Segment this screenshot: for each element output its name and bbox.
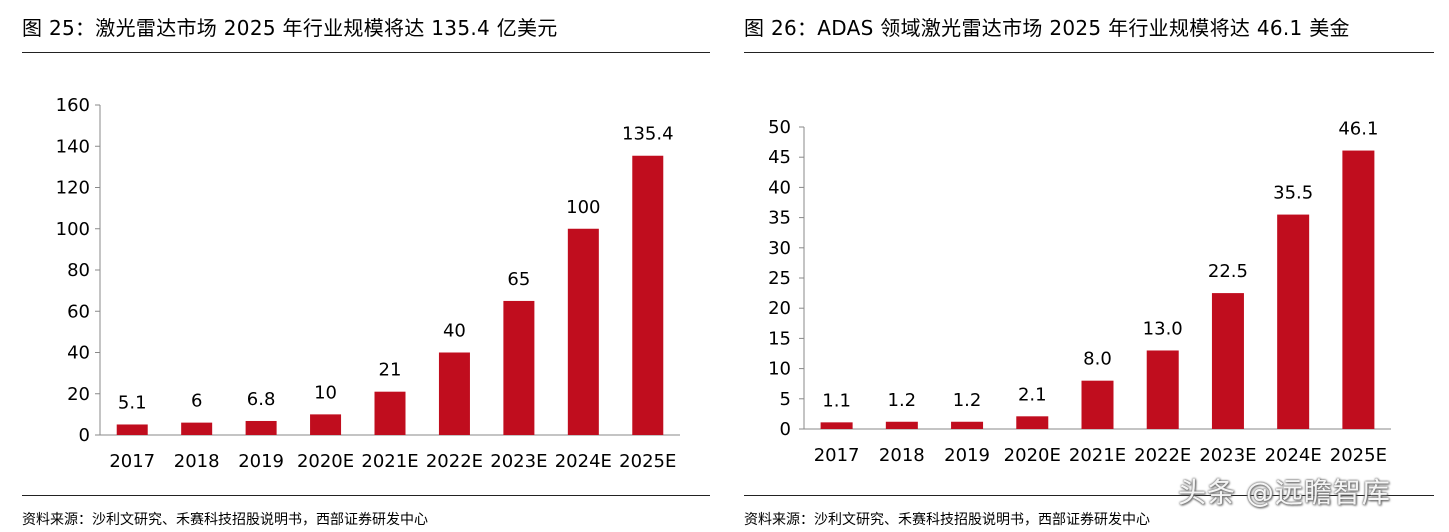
x-tick-label: 2020E (1004, 445, 1061, 466)
x-tick-label: 2025E (619, 451, 676, 472)
x-tick-label: 2018 (174, 451, 220, 472)
y-tick-label: 40 (67, 343, 90, 364)
y-tick-label: 120 (56, 178, 90, 199)
figure-26-title: 图 26：ADAS 领域激光雷达市场 2025 年行业规模将达 46.1 美金 (744, 16, 1350, 40)
bar-2021E (374, 391, 406, 435)
bar-2017 (820, 422, 853, 429)
y-tick-label: 160 (56, 95, 90, 116)
y-tick-label: 30 (768, 238, 791, 259)
y-tick-label: 35 (768, 208, 791, 229)
y-tick-label: 100 (56, 219, 90, 240)
y-tick-label: 0 (780, 419, 791, 440)
x-tick-label: 2022E (1134, 445, 1191, 466)
x-tick-label: 2023E (1199, 445, 1256, 466)
x-tick-label: 2019 (238, 451, 284, 472)
bar-2022E (438, 352, 470, 435)
x-tick-label: 2024E (1265, 445, 1322, 466)
right-figure-panel: 图 26：ADAS 领域激光雷达市场 2025 年行业规模将达 46.1 美金 … (740, 0, 1449, 532)
bar-2018 (181, 422, 213, 435)
y-tick-label: 25 (768, 268, 791, 289)
x-tick-label: 2023E (490, 451, 547, 472)
y-tick-label: 15 (768, 328, 791, 349)
y-tick-label: 45 (768, 147, 791, 168)
title-rule (22, 52, 710, 53)
x-tick-label: 2025E (1330, 445, 1387, 466)
bar-2017 (116, 424, 148, 435)
bar-2019 (951, 421, 984, 429)
y-tick-label: 5 (780, 389, 791, 410)
x-tick-label: 2021E (1069, 445, 1126, 466)
source-rule (22, 495, 710, 496)
bar-value-label: 40 (443, 321, 466, 342)
bar-2018 (885, 421, 918, 429)
x-tick-label: 2020E (297, 451, 354, 472)
y-tick-label: 140 (56, 136, 90, 157)
bar-value-label: 5.1 (118, 392, 147, 413)
bar-value-label: 6.8 (247, 389, 276, 410)
figure-25-title: 图 25：激光雷达市场 2025 年行业规模将达 135.4 亿美元 (22, 16, 558, 40)
bar-value-label: 8.0 (1083, 349, 1112, 370)
title-rule (744, 52, 1434, 53)
bar-2025E (632, 155, 664, 436)
y-tick-label: 0 (79, 425, 90, 446)
bar-2024E (567, 228, 599, 435)
bar-2019 (245, 420, 277, 435)
bar-2023E (1211, 293, 1244, 429)
bar-2021E (1081, 380, 1114, 429)
figure-25-source: 资料来源：沙利文研究、禾赛科技招股说明书，西部证券研发中心 (22, 512, 428, 528)
y-tick-label: 10 (768, 359, 791, 380)
bar-value-label: 1.2 (888, 390, 917, 411)
bar-value-label: 22.5 (1208, 261, 1248, 282)
bar-2022E (1146, 350, 1179, 429)
bar-value-label: 2.1 (1018, 384, 1047, 405)
x-tick-label: 2024E (555, 451, 612, 472)
y-tick-label: 20 (67, 384, 90, 405)
bar-2024E (1277, 214, 1310, 429)
y-tick-label: 20 (768, 298, 791, 319)
bar-2025E (1342, 150, 1375, 429)
x-tick-label: 2017 (109, 451, 155, 472)
source-rule (744, 495, 1434, 496)
watermark: 头条 @远瞻智库 (1178, 476, 1391, 509)
bar-value-label: 100 (566, 197, 600, 218)
bar-value-label: 6 (191, 391, 202, 412)
y-tick-label: 40 (768, 177, 791, 198)
y-tick-label: 50 (768, 117, 791, 138)
y-tick-label: 80 (67, 260, 90, 281)
x-tick-label: 2021E (361, 451, 418, 472)
x-tick-label: 2019 (944, 445, 990, 466)
bar-value-label: 10 (314, 382, 337, 403)
left-figure-panel: 图 25：激光雷达市场 2025 年行业规模将达 135.4 亿美元 0 20 40… (0, 0, 712, 532)
adas-lidar-market-bar-chart: 0 5 10 15 20 25 30 35 40 45 50 1.1 2017 1.2 2018 1.2 201… (768, 117, 1391, 466)
bar-2023E (503, 300, 535, 435)
figure-26-source: 资料来源：沙利文研究、禾赛科技招股说明书，西部证券研发中心 (744, 512, 1150, 528)
y-tick-label: 60 (67, 301, 90, 322)
bar-value-label: 46.1 (1338, 119, 1378, 140)
bar-2020E (1016, 416, 1049, 429)
x-tick-label: 2022E (426, 451, 483, 472)
bar-value-label: 35.5 (1273, 183, 1313, 204)
x-tick-label: 2018 (879, 445, 925, 466)
bar-value-label: 65 (507, 269, 530, 290)
bar-value-label: 13.0 (1143, 318, 1183, 339)
bar-value-label: 1.2 (953, 390, 982, 411)
bar-value-label: 135.4 (622, 124, 674, 145)
bar-value-label: 21 (379, 360, 402, 381)
x-tick-label: 2017 (814, 445, 860, 466)
bar-2020E (310, 414, 342, 435)
lidar-market-bar-chart: 0 20 40 60 80 100 120 140 160 5.1 2017 6 2018 6.8 2019… (56, 95, 680, 472)
bar-value-label: 1.1 (822, 390, 851, 411)
